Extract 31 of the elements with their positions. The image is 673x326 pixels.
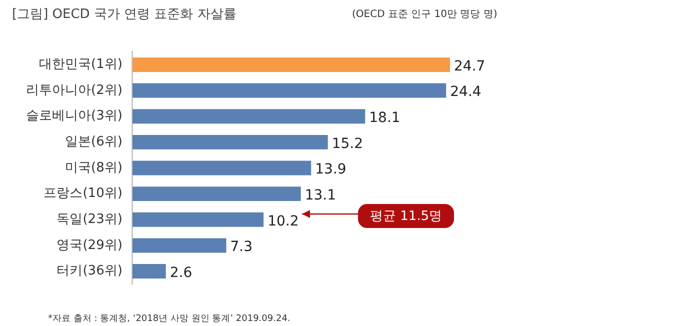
- chart-title: [그림] OECD 국가 연령 표준화 자살률: [12, 6, 236, 23]
- chart-subtitle: (OECD 표준 인구 10만 명당 명): [352, 8, 498, 21]
- data-label: 2.6: [170, 264, 192, 281]
- y-tick-label: 독일(23위): [56, 212, 122, 228]
- bar: [132, 238, 226, 253]
- y-tick-label: 리투아니아(2위): [26, 82, 122, 98]
- y-tick-label: 터키(36위): [56, 264, 122, 279]
- data-label: 10.2: [268, 213, 299, 230]
- bar: [132, 186, 301, 202]
- data-label: 15.2: [332, 136, 364, 152]
- data-label: 13.1: [304, 187, 336, 204]
- y-tick-label: 영국(29위): [56, 238, 122, 253]
- annotation: 평균 11.5명: [358, 204, 454, 228]
- bar: [132, 160, 312, 176]
- y-tick-label: 일본(6위): [64, 134, 122, 150]
- data-label: 13.9: [315, 162, 346, 178]
- data-label: 18.1: [369, 110, 400, 126]
- data-label: 7.3: [230, 239, 253, 256]
- data-label: 24.4: [450, 84, 482, 100]
- bar: [132, 264, 166, 279]
- text: *자료 출처 : 통계청, ‘2018년 사망 원인 통계’ 2019.09.24.: [48, 313, 290, 325]
- y-tick-label: 프랑스(10위): [44, 186, 122, 202]
- data-label: 24.7: [454, 58, 486, 74]
- bar: [132, 83, 446, 98]
- bar: [132, 57, 450, 72]
- bar: [132, 134, 328, 150]
- y-tick-label: 대한민국(1위): [38, 57, 122, 72]
- bar: [132, 109, 366, 124]
- y-tick-label: 미국(8위): [64, 160, 122, 176]
- bar: [132, 212, 264, 227]
- y-tick-label: 슬로베니아(3위): [26, 108, 122, 124]
